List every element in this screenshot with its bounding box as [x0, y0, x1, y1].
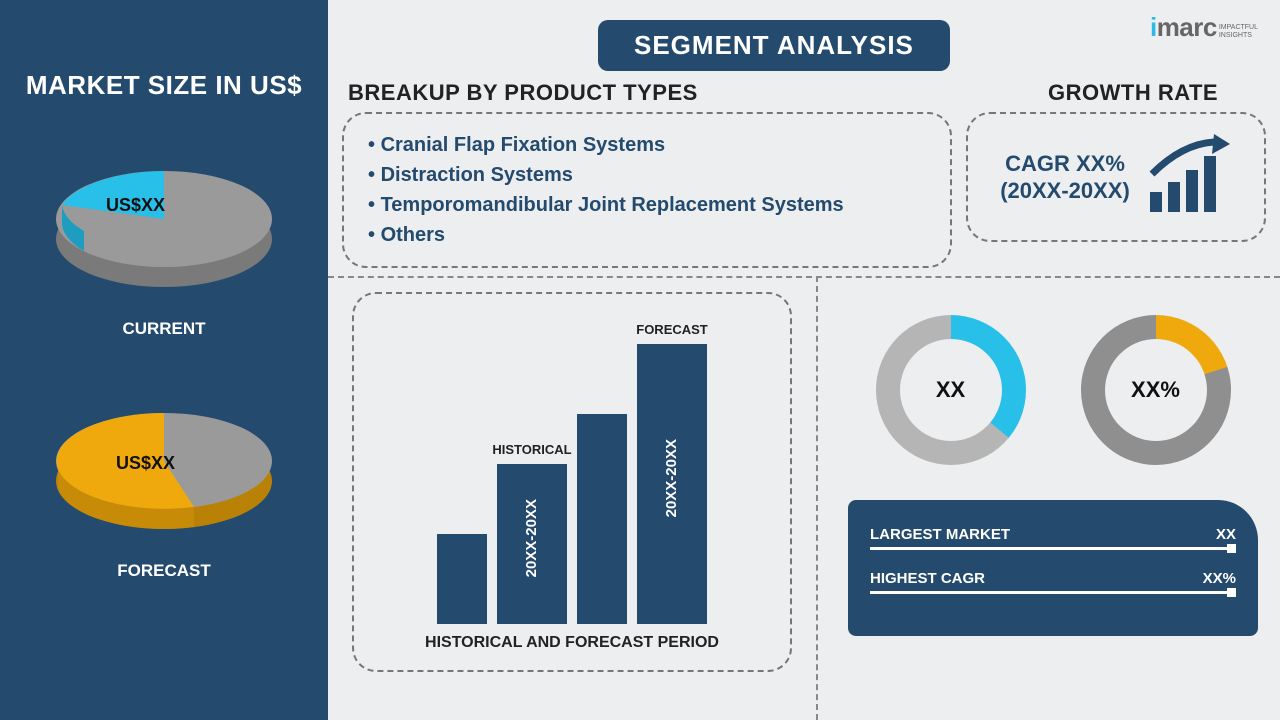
info-label: LARGEST MARKET — [870, 526, 1010, 543]
bar: FORECAST20XX-20XX — [637, 344, 707, 624]
growth-icon — [1142, 134, 1232, 220]
info-row: HIGHEST CAGR XX% — [870, 570, 1236, 587]
donut: XX — [871, 310, 1031, 470]
donuts-row: XX XX% — [848, 310, 1258, 470]
growth-box: CAGR XX%(20XX-20XX) — [966, 112, 1266, 242]
chart-area: HISTORICAL20XX-20XXFORECAST20XX-20XX — [378, 314, 766, 624]
track-handle — [1227, 588, 1236, 597]
info-value: XX — [1216, 526, 1236, 543]
divider-v — [816, 276, 818, 720]
pie-current: US$XX CURRENT — [44, 141, 284, 343]
info-label: HIGHEST CAGR — [870, 570, 985, 587]
bar-vtext: 20XX-20XX — [663, 439, 680, 517]
divider-h — [328, 276, 1280, 278]
bars: HISTORICAL20XX-20XXFORECAST20XX-20XX — [378, 314, 766, 624]
breakup-item: Cranial Flap Fixation Systems — [368, 130, 926, 160]
breakup-item: Others — [368, 220, 926, 250]
pie-current-slice-label: US$XX — [106, 195, 165, 215]
breakup-box: Cranial Flap Fixation Systems Distractio… — [342, 112, 952, 268]
info-value: XX% — [1203, 570, 1236, 587]
pie-forecast: US$XX FORECAST — [44, 383, 284, 585]
bar-vtext: 20XX-20XX — [523, 499, 540, 577]
market-size-title: MARKET SIZE IN US$ — [26, 70, 302, 101]
breakup-list: Cranial Flap Fixation Systems Distractio… — [368, 130, 926, 250]
left-panel: MARKET SIZE IN US$ US$XX CURRENT US$XX F… — [0, 0, 328, 720]
info-card: LARGEST MARKET XX HIGHEST CAGR XX% — [848, 500, 1258, 636]
pie-forecast-svg: US$XX — [44, 383, 284, 553]
bar — [437, 534, 487, 624]
pie-current-label: CURRENT — [122, 319, 205, 339]
right-panel: SEGMENT ANALYSIS iimarcmarcIMPACTFULINSI… — [328, 0, 1280, 720]
donut: XX% — [1076, 310, 1236, 470]
pie-forecast-slice-label: US$XX — [116, 453, 175, 473]
donut-center: XX% — [1131, 377, 1180, 403]
growth-text: CAGR XX%(20XX-20XX) — [1000, 150, 1130, 205]
donut-center: XX — [936, 377, 965, 403]
bar-cap: HISTORICAL — [472, 442, 592, 457]
growth-heading: GROWTH RATE — [1048, 80, 1218, 106]
breakup-item: Temporomandibular Joint Replacement Syst… — [368, 190, 926, 220]
breakup-item: Distraction Systems — [368, 160, 926, 190]
info-track — [870, 591, 1236, 594]
bar-cap: FORECAST — [612, 322, 732, 337]
page-title: SEGMENT ANALYSIS — [598, 20, 950, 71]
periods-chart: HISTORICAL20XX-20XXFORECAST20XX-20XX HIS… — [352, 292, 792, 672]
pie-forecast-label: FORECAST — [117, 561, 211, 581]
breakup-heading: BREAKUP BY PRODUCT TYPES — [348, 80, 698, 106]
pie-current-svg: US$XX — [44, 141, 284, 311]
chart-caption: HISTORICAL AND FORECAST PERIOD — [378, 634, 766, 652]
track-handle — [1227, 544, 1236, 553]
info-row: LARGEST MARKET XX — [870, 526, 1236, 543]
bar — [577, 414, 627, 624]
bar: HISTORICAL20XX-20XX — [497, 464, 567, 624]
logo: iimarcmarcIMPACTFULINSIGHTS — [1150, 12, 1258, 43]
info-track — [870, 547, 1236, 550]
